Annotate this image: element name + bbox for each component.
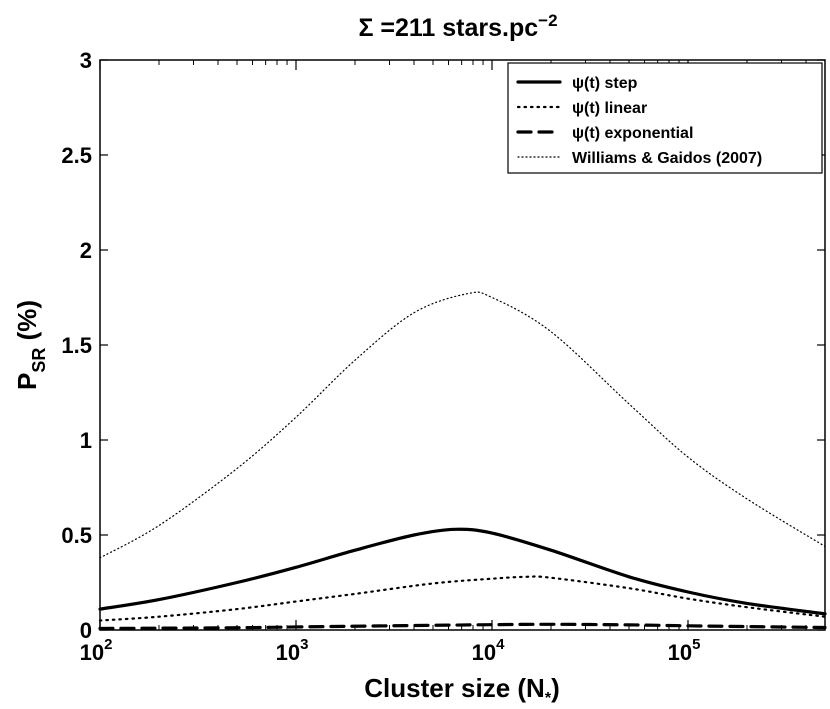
x-tick-label-base: 10 [80,640,104,665]
chart-title-main: Σ =211 stars.pc [358,14,538,42]
x-tick-label: 103 [276,636,309,665]
x-tick-label-exponent: 2 [104,636,112,653]
x-axis-title-suffix: ) [551,673,560,703]
x-tick-label-exponent: 4 [496,636,505,653]
y-tick-label: 1.5 [61,333,92,358]
y-tick-label: 2.5 [61,143,92,168]
y-tick-label: 0.5 [61,523,92,548]
series-layer [98,291,827,631]
series-line-t-step [98,527,827,616]
x-tick-label-base: 10 [668,640,692,665]
legend-label: Williams & Gaidos (2007) [572,150,762,167]
y-axis-title-suffix: (%) [12,300,42,348]
legend-label: ψ(t) step [572,75,638,92]
chart-title: Σ =211 stars.pc−2 [358,11,557,42]
y-axis-title-subscript: SR [29,348,49,373]
series-line-t-linear [98,575,827,622]
x-tick-label: 102 [80,636,113,665]
x-axis-title-subscript: * [545,690,552,707]
x-tick-label-base: 10 [472,640,496,665]
series-line-williams-gaidos-2007 [99,291,826,559]
legend-label: ψ(t) linear [572,100,647,117]
series-line-t-exponential [98,622,827,631]
y-tick-label: 2 [80,238,92,263]
x-tick-label-exponent: 5 [692,636,700,653]
y-axis-title: PSR (%) [12,300,49,390]
x-axis-title: Cluster size (N*) [364,673,560,707]
legend-label: ψ(t) exponential [572,125,693,142]
y-tick-label: 3 [80,48,92,73]
y-axis-title-main: P [12,373,42,390]
legend: ψ(t) step ψ(t) linear ψ(t) exponential Will… [507,62,823,174]
x-tick-label-exponent: 3 [300,636,308,653]
x-axis-title-main: Cluster size (N [364,673,545,703]
x-tick-label: 104 [472,636,505,665]
x-tick-label-base: 10 [276,640,300,665]
chart-title-superscript: −2 [538,11,557,30]
x-tick-label: 105 [668,636,701,665]
y-tick-label: 0 [80,618,92,643]
y-tick-label: 1 [80,428,92,453]
